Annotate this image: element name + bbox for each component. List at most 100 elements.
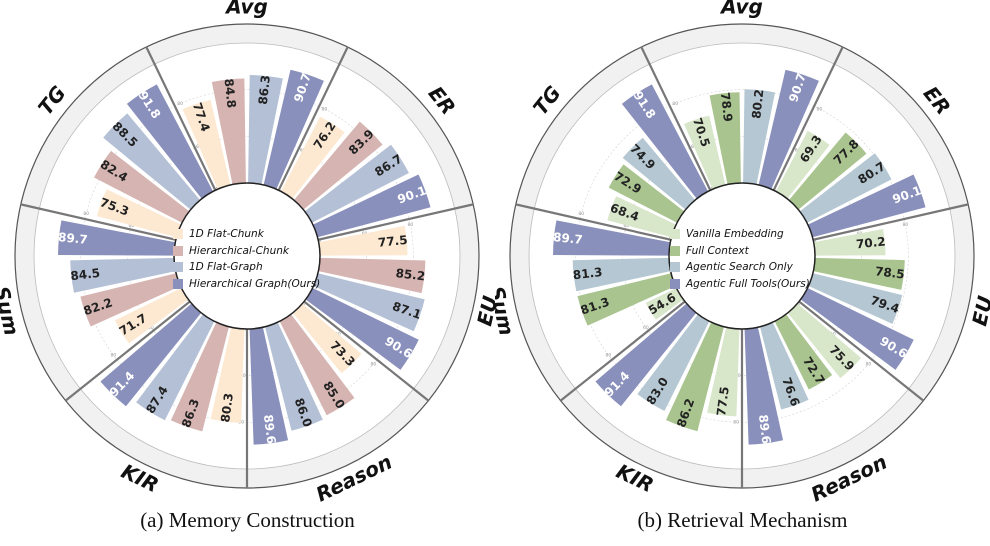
caption-retrieval-mechanism: (b) Retrieval Mechanism [637, 508, 848, 532]
legend-swatch [173, 262, 183, 273]
data-label: 81.3 [572, 265, 603, 282]
radial-tick-label: 80 [817, 106, 823, 112]
data-label: 85.2 [395, 266, 426, 283]
legend-label: Hierarchical Graph(Ours) [189, 277, 321, 290]
legend-item-1d-flat-graph: 1D Flat-Graph [173, 259, 313, 276]
data-label: 89.6 [756, 414, 774, 445]
bar-agentic-full-tools-ours-kir [595, 303, 697, 407]
bar-1d-flat-graph-kir [136, 314, 215, 421]
bar-1d-flat-graph-eu [313, 273, 425, 332]
radial-chart-retrieval-mechanism: 4060804060804060804060804060804060804060… [495, 0, 990, 505]
legend-item-hierarchical-graph-ours: Hierarchical Graph(Ours) [173, 276, 320, 293]
legend-item-1d-flat-chunk: 1D Flat-Chunk [173, 226, 313, 243]
bar-hierarchical-graph-ours-avg [263, 69, 324, 190]
data-label: 89.6 [261, 414, 279, 445]
sector-separator [64, 300, 191, 402]
bar-hierarchical-graph-ours-sum [58, 220, 176, 256]
bar-hierarchical-graph-ours-reason [249, 327, 289, 445]
data-label: 77.5 [377, 233, 408, 250]
bar-agentic-full-tools-ours-reason [744, 327, 784, 445]
sector-separator [812, 203, 969, 241]
bar-agentic-full-tools-ours-eu [800, 288, 914, 370]
bar-vanilla-embedding-kir [707, 327, 740, 417]
bar-1d-flat-graph-avg [248, 74, 283, 185]
legend-item-full-context: Full Context [670, 243, 810, 260]
bar-1d-flat-graph-reason [265, 322, 323, 431]
radial-tick-label: 60 [735, 373, 741, 379]
inner-circle [173, 182, 321, 330]
radial-tick-label: 80 [370, 362, 376, 368]
radial-tick-label: 80 [902, 222, 908, 228]
radial-tick-label: 60 [623, 223, 629, 229]
bars [553, 69, 926, 445]
radial-tick-label: 80 [578, 211, 584, 217]
radial-chart-memory-construction: 4060804060804060804060804060804060804060… [0, 0, 495, 505]
bar-1d-flat-graph-sum [70, 257, 176, 293]
data-label: 78.5 [874, 264, 905, 281]
grid-ring [127, 136, 367, 376]
bar-hierarchical-chunk-sum [80, 273, 181, 327]
bar-full-context-tg [608, 164, 685, 223]
legend-swatch [670, 229, 680, 240]
radial-tick-label: 80 [865, 362, 871, 368]
bar-agentic-search-only-er [799, 153, 892, 223]
legend-memory-construction: 1D Flat-Chunk Hierarchical-Chunk 1D Flat-G… [173, 226, 320, 293]
radial-tick-label: 60 [691, 144, 697, 150]
legend-label: 1D Flat-Graph [189, 261, 263, 274]
radial-tick-label: 80 [733, 420, 739, 426]
sector-separator [640, 46, 712, 191]
bar-hierarchical-chunk-eu [318, 257, 426, 294]
category-label-eu: EU [472, 294, 495, 328]
sector-separator [798, 300, 925, 402]
radial-tick-label: 80 [322, 106, 328, 112]
bar-full-context-avg [709, 92, 741, 185]
bar-1d-flat-chunk-tg [96, 189, 182, 238]
bar-full-context-reason [774, 314, 833, 390]
bar-hierarchical-graph-ours-tg [126, 84, 214, 199]
bar-hierarchical-chunk-kir [170, 322, 229, 432]
legend-label: 1D Flat-Chunk [189, 228, 264, 241]
legend-item-agentic-search-only: Agentic Search Only [670, 259, 810, 276]
bar-hierarchical-graph-ours-kir [100, 303, 202, 407]
radial-tick-label: 60 [196, 144, 202, 150]
data-label: 78.9 [718, 92, 735, 123]
radial-tick-label: 80 [177, 101, 183, 107]
data-label: 80.3 [218, 392, 236, 423]
category-label-avg: Avg [224, 0, 268, 19]
sector-separator [515, 203, 672, 241]
bar-agentic-full-tools-ours-er [807, 174, 926, 238]
bars [58, 69, 431, 445]
legend-item-hierarchical-chunk: Hierarchical-Chunk [173, 243, 313, 260]
bar-hierarchical-chunk-er [293, 121, 383, 210]
radial-tick-label: 60 [128, 223, 134, 229]
bar-1d-flat-chunk-reason [292, 303, 362, 374]
bar-hierarchical-graph-ours-eu [305, 288, 419, 370]
bar-agentic-full-tools-ours-tg [621, 84, 709, 199]
bar-vanilla-embedding-eu [813, 228, 886, 256]
radial-tick-label: 80 [111, 353, 117, 359]
data-label: 84.8 [221, 78, 238, 109]
legend-item-agentic-full-tools-ours: Agentic Full Tools(Ours) [670, 276, 810, 293]
bar-full-context-sum [577, 273, 676, 326]
bar-vanilla-embedding-avg [684, 115, 726, 190]
radial-tick-label: 80 [83, 211, 89, 217]
bar-agentic-search-only-sum [572, 257, 671, 292]
bar-hierarchical-graph-ours-er [312, 174, 431, 238]
bar-agentic-search-only-tg [622, 137, 696, 210]
bar-1d-flat-chunk-kir [210, 327, 245, 423]
bar-full-context-er [788, 132, 867, 210]
sector-separator [277, 46, 349, 191]
sector-separator [20, 203, 177, 241]
legend-retrieval-mechanism: Vanilla Embedding Full Context Agentic Sea… [670, 226, 810, 292]
data-label: 84.5 [70, 266, 101, 283]
legend-swatch [670, 278, 680, 289]
bar-vanilla-embedding-tg [607, 196, 677, 238]
sector-separator [772, 46, 844, 191]
bar-1d-flat-graph-tg [103, 113, 201, 210]
bar-agentic-search-only-avg [743, 89, 776, 185]
legend-label: Hierarchical-Chunk [189, 244, 289, 257]
bar-1d-flat-chunk-avg [182, 99, 231, 190]
category-label-eu: EU [967, 294, 990, 328]
radial-tick-label: 80 [238, 420, 244, 426]
bar-agentic-search-only-eu [808, 273, 903, 324]
